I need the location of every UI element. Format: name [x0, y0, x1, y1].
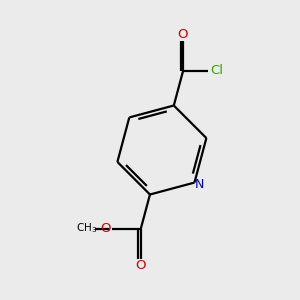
Text: N: N: [195, 178, 205, 191]
Text: O: O: [177, 28, 188, 41]
Text: Cl: Cl: [210, 64, 223, 77]
Text: O: O: [136, 259, 146, 272]
Text: O: O: [101, 222, 111, 235]
Text: CH$_3$: CH$_3$: [76, 221, 97, 235]
